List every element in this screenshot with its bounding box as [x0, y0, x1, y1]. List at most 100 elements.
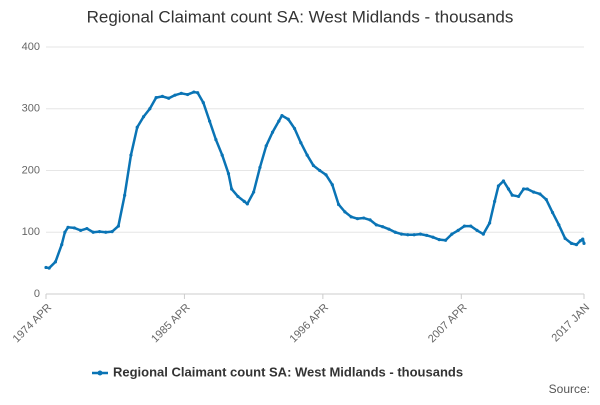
- point: [563, 236, 567, 241]
- point: [493, 199, 497, 203]
- point: [475, 228, 479, 232]
- point: [173, 93, 177, 97]
- point: [286, 117, 290, 121]
- point: [129, 153, 133, 157]
- point: [425, 233, 429, 237]
- point: [462, 224, 467, 228]
- point: [443, 238, 448, 242]
- point: [305, 153, 309, 157]
- point: [123, 193, 127, 197]
- point: [252, 190, 256, 194]
- point: [97, 230, 102, 234]
- point: [116, 224, 120, 228]
- point: [226, 171, 231, 176]
- point: [201, 100, 205, 105]
- point: [148, 107, 152, 111]
- legend-marker: [97, 370, 103, 376]
- point: [481, 232, 485, 236]
- point: [85, 226, 89, 231]
- x-tick-label: 1985 APR: [149, 302, 193, 346]
- y-tick-label: 400: [22, 41, 40, 53]
- point: [450, 232, 454, 236]
- point: [532, 190, 536, 194]
- y-tick-label: 300: [22, 103, 40, 115]
- point: [160, 94, 165, 98]
- point: [299, 141, 303, 145]
- point: [141, 115, 146, 119]
- point: [437, 238, 441, 242]
- y-tick-label: 200: [22, 164, 40, 176]
- point: [280, 113, 284, 118]
- chart-title: Regional Claimant count SA: West Midland…: [87, 7, 514, 26]
- point: [538, 192, 542, 196]
- point: [292, 126, 297, 131]
- point: [431, 235, 435, 239]
- point: [135, 125, 139, 129]
- point: [488, 221, 492, 225]
- point: [525, 187, 529, 191]
- point: [368, 218, 372, 222]
- point: [406, 233, 410, 237]
- point: [521, 187, 526, 191]
- point: [72, 226, 76, 230]
- point: [501, 179, 506, 183]
- line: [45, 90, 586, 270]
- point: [185, 92, 190, 97]
- point: [277, 119, 281, 123]
- point: [230, 187, 234, 191]
- point: [574, 243, 579, 247]
- point: [399, 232, 404, 236]
- point: [469, 224, 473, 228]
- point: [578, 239, 582, 243]
- point: [167, 96, 171, 100]
- legend-label: Regional Claimant count SA: West Midland…: [113, 364, 463, 379]
- point: [374, 223, 378, 227]
- point: [550, 210, 555, 215]
- point: [581, 237, 585, 241]
- point: [516, 194, 521, 199]
- x-tick-label: 2007 APR: [426, 302, 470, 346]
- point: [44, 265, 48, 270]
- point: [110, 230, 114, 234]
- point: [214, 138, 218, 142]
- x-tick-label: 1996 APR: [288, 302, 332, 346]
- point: [311, 163, 316, 168]
- point: [245, 202, 249, 206]
- point: [242, 199, 246, 203]
- source: Source:: [549, 382, 590, 396]
- point: [336, 202, 341, 207]
- point: [349, 215, 353, 219]
- point: [506, 187, 511, 191]
- point: [569, 241, 574, 245]
- point: [324, 173, 328, 177]
- y-tick-label: 0: [34, 288, 40, 300]
- point: [456, 228, 460, 232]
- point: [154, 96, 158, 100]
- point: [582, 241, 586, 245]
- point: [53, 260, 58, 264]
- x-tick-label: 2017 JAN: [550, 302, 593, 345]
- point: [343, 210, 347, 214]
- point: [264, 144, 268, 148]
- point: [220, 153, 224, 157]
- point: [208, 119, 212, 123]
- point: [387, 227, 391, 231]
- point: [412, 233, 416, 237]
- point: [196, 91, 200, 95]
- point: [381, 225, 385, 229]
- point: [362, 216, 366, 220]
- point: [258, 165, 262, 170]
- point: [544, 197, 548, 202]
- y-tick-label: 100: [22, 226, 40, 238]
- point: [63, 230, 67, 234]
- point: [47, 266, 51, 270]
- point: [179, 91, 183, 95]
- point: [91, 230, 95, 234]
- point: [79, 228, 83, 232]
- point: [104, 230, 108, 234]
- point: [192, 90, 196, 94]
- point: [393, 230, 397, 234]
- point: [270, 130, 275, 134]
- point: [418, 232, 422, 236]
